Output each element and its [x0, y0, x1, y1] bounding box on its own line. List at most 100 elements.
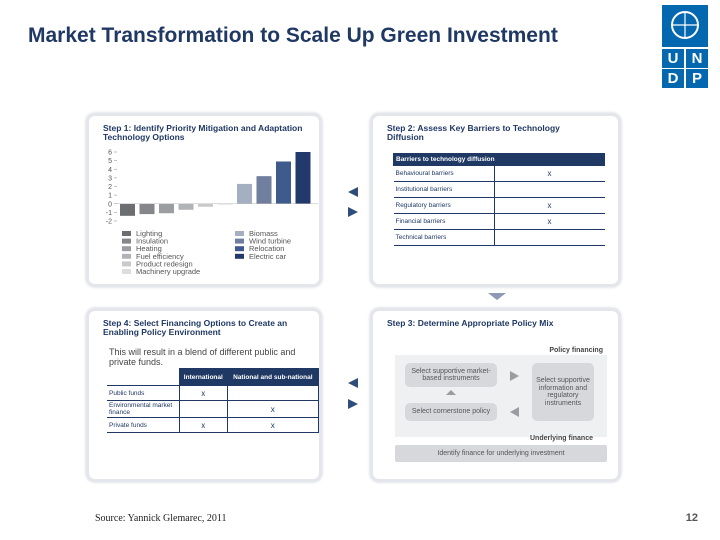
row-label: Private funds [107, 417, 180, 433]
arrow [348, 378, 358, 388]
legend-label: Machinery upgrade [136, 267, 200, 276]
legend-swatch [235, 253, 244, 259]
legend-label: Heating [136, 244, 162, 253]
bar [256, 176, 272, 204]
table-cell [179, 400, 228, 418]
barriers-table: Barriers to technology diffusion Behaviou… [393, 153, 605, 246]
panel-title: Step 2: Assess Key Barriers to Technolog… [387, 123, 560, 142]
legend-label: Insulation [136, 237, 168, 246]
table-cell: x [179, 385, 228, 401]
y-tick-label: 2 [108, 184, 112, 191]
table-row: Environmental market finance x [107, 400, 320, 418]
table-header: Barriers to technology diffusion [393, 153, 605, 166]
legend-label: Electric car [249, 252, 287, 261]
y-tick-label: -1 [106, 210, 112, 217]
y-tick-label: -2 [106, 219, 112, 226]
panel-text: This will result in a blend of different… [109, 347, 296, 367]
policy-box: Select supportive information and regula… [532, 363, 594, 421]
legend-swatch [122, 238, 131, 244]
logo-letter: U [662, 49, 684, 68]
arrow [510, 407, 519, 417]
legend-label: Product redesign [136, 259, 193, 268]
column-header: International [179, 368, 228, 386]
arrow [348, 187, 358, 197]
row-label: Environmental market finance [107, 400, 180, 418]
row-label: Public funds [107, 385, 180, 401]
row-mark [493, 181, 605, 198]
page-number: 12 [685, 512, 698, 524]
policy-box: Select cornerstone policy [405, 403, 497, 421]
y-tick-label: 6 [108, 150, 112, 157]
bottom-bar: Identify finance for underlying investme… [395, 445, 607, 462]
underlying-finance-label: Underlying finance [529, 435, 593, 442]
legend-swatch [122, 269, 131, 274]
legend-swatch [122, 261, 131, 267]
table-row: Private funds x x [107, 417, 320, 433]
bar [178, 203, 194, 210]
legend-label: Relocation [249, 244, 284, 253]
table-row: Barriers to technology diffusion [393, 153, 605, 166]
legend-label: Biomass [249, 229, 278, 238]
row-mark [493, 229, 605, 246]
bar [217, 203, 233, 205]
y-tick-label: 0 [108, 201, 112, 208]
bar-chart: -2 -1 01 2 34 56 [106, 150, 318, 226]
legend-swatch [235, 231, 244, 236]
policy-arrows [446, 371, 519, 417]
policy-box: Select supportive market-based instrumen… [405, 363, 497, 387]
arrow [348, 399, 358, 409]
row-mark: x [493, 197, 605, 214]
arrow [348, 207, 358, 217]
funds-table: International National and sub-national Pu… [107, 368, 320, 433]
table-corner [107, 369, 180, 386]
column-header: National and sub-national [226, 368, 320, 386]
y-tick-label: 1 [108, 193, 112, 200]
row-label: Financial barriers [393, 213, 495, 230]
table-cell [226, 385, 320, 401]
table-row: Public funds x [107, 385, 320, 401]
table-row: Regulatory barriers x [393, 197, 605, 214]
arrow [488, 293, 506, 300]
table-row: Technical barriers [393, 229, 605, 246]
row-label: Technical barriers [393, 229, 495, 246]
legend-label: Lighting [136, 229, 162, 238]
legend-swatch [122, 246, 131, 252]
bar [237, 183, 252, 204]
table-cell: x [226, 400, 320, 418]
y-tick-label: 3 [108, 175, 112, 182]
logo-letter: P [686, 69, 708, 88]
legend-swatch [235, 238, 244, 244]
row-label: Institutional barriers [393, 181, 495, 198]
y-tick-label: 5 [108, 158, 112, 165]
table-cell: x [179, 417, 228, 433]
panel-title: Step 1: Identify Priority Mitigation and… [103, 123, 303, 142]
logo-lines [672, 12, 698, 38]
bar [120, 203, 135, 216]
y-tick-label: 4 [108, 167, 112, 174]
bar [159, 203, 174, 214]
table-row: Behavioural barriers x [393, 165, 605, 182]
panel-title: Step 3: Determine Appropriate Policy Mix [387, 318, 554, 328]
row-label: Regulatory barriers [393, 197, 495, 214]
source: Source: Yannick Glemarec, 2011 [95, 513, 227, 524]
bar [198, 203, 213, 207]
table-row: International National and sub-national [107, 368, 320, 386]
row-label: Behavioural barriers [393, 165, 495, 182]
slide-title: Market Transformation to Scale Up Green … [28, 24, 558, 47]
table-row: Institutional barriers [393, 181, 605, 198]
legend-swatch [235, 246, 244, 252]
table-row: Financial barriers x [393, 213, 605, 230]
panel-step3: Step 3: Determine Appropriate Policy Mix… [370, 308, 621, 482]
legend-label: Wind turbine [249, 237, 291, 246]
row-mark: x [493, 165, 605, 182]
row-mark: x [493, 213, 605, 230]
table-cell: x [226, 417, 320, 433]
legend-swatch [122, 253, 131, 259]
arrow [446, 390, 456, 395]
logo-letter: D [662, 69, 684, 88]
panel-title: Step 4: Select Financing Options to Crea… [103, 318, 288, 337]
